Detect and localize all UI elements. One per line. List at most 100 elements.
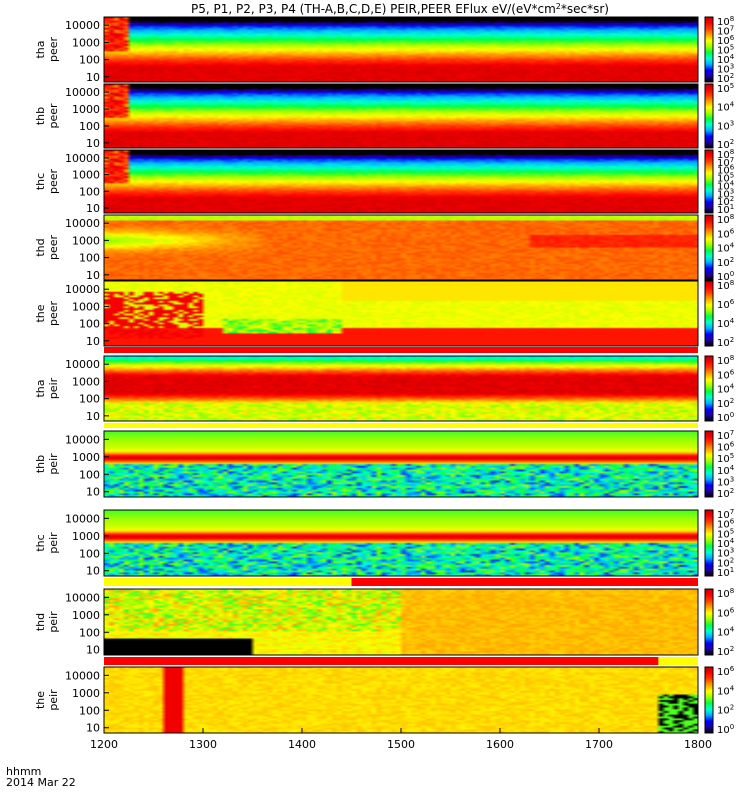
y-tick-label: 10 <box>86 722 100 735</box>
colorbar-tick-label: 102 <box>717 487 734 500</box>
mode-bar-segment <box>104 423 698 428</box>
colorbar-tick-label: 104 <box>717 626 735 639</box>
y-tick-label: 10 <box>86 565 100 578</box>
spectrogram-image <box>104 150 698 213</box>
panel-tha-peer: 10000 1000 100 10 tha peer 1081071061051041031… <box>34 15 735 85</box>
panel-probe-label: thc <box>34 173 47 190</box>
panel-thc-peir: 10000 1000 100 10 thc peir 1071061051041031021… <box>34 508 735 579</box>
colorbar-tick-label: 103 <box>717 63 734 76</box>
y-tick-label: 1000 <box>72 300 100 313</box>
x-tick-label: 1300 <box>189 738 217 751</box>
colorbar-tick-label: 100 <box>717 270 734 283</box>
panel-thb-peer: 10000 1000 100 10 thb peer 105 104 103 102 <box>34 82 735 151</box>
colorbar-tick-label: 106 <box>717 518 735 531</box>
y-tick-label: 100 <box>79 626 100 639</box>
y-tick-label: 100 <box>79 120 100 133</box>
colorbar-tick-label: 106 <box>717 298 735 311</box>
panel-probe-label: tha <box>34 40 47 58</box>
colorbar-tick-label: 104 <box>717 179 735 192</box>
panel-species-label: peer <box>47 301 60 327</box>
mode-bars <box>104 347 698 665</box>
colorbar-tick-label: 108 <box>717 213 734 226</box>
panel-frame <box>103 280 699 347</box>
x-tick-label: 1400 <box>288 738 316 751</box>
y-tick-label: 10000 <box>65 283 100 296</box>
colorbar-tick-label: 102 <box>717 256 734 269</box>
colorbar-tick-label: 102 <box>717 556 734 569</box>
panel-frame <box>103 509 699 577</box>
colorbar-tick-label: 100 <box>717 723 734 736</box>
colorbar-tick-label: 108 <box>717 587 734 600</box>
colorbar <box>704 83 714 149</box>
figure-title: P5, P1, P2, P3, P4 (TH-A,B,C,D,E) PEIR,P… <box>191 2 609 16</box>
y-tick-label: 10 <box>86 202 100 215</box>
colorbar-tick-label: 104 <box>717 464 735 477</box>
colorbar <box>704 280 714 347</box>
colorbar <box>704 588 714 656</box>
colorbar-tick-label: 106 <box>717 606 735 619</box>
y-tick-label: 100 <box>79 704 100 717</box>
colorbar-tick-label: 104 <box>717 242 735 255</box>
y-tick-label: 1000 <box>72 530 100 543</box>
y-tick-label: 10 <box>86 486 100 499</box>
spectrogram-image <box>104 589 698 655</box>
y-tick-label: 10 <box>86 644 100 657</box>
panel-frame <box>103 588 699 656</box>
colorbar-tick-label: 101 <box>717 566 734 579</box>
y-tick-label: 10000 <box>65 433 100 446</box>
y-tick-label: 10000 <box>65 217 100 230</box>
colorbar-tick-label: 106 <box>717 665 735 678</box>
colorbar-tick-label: 102 <box>717 138 734 151</box>
colorbar-tick-label: 103 <box>717 187 734 200</box>
y-tick-label: 100 <box>79 252 100 265</box>
panel-species-label: peir <box>47 453 60 475</box>
y-tick-label: 1000 <box>72 609 100 622</box>
x-tick-label: 1500 <box>387 738 415 751</box>
x-tick-label: 1700 <box>585 738 613 751</box>
colorbar-tick-label: 107 <box>717 429 734 442</box>
panel-species-label: peir <box>47 689 60 711</box>
colorbar <box>704 16 714 83</box>
x-axis-date: 2014 Mar 22 <box>6 776 76 789</box>
panel-probe-label: thd <box>34 613 47 631</box>
colorbar <box>704 355 714 422</box>
y-tick-label: 1000 <box>72 375 100 388</box>
spectrogram-image <box>104 281 698 346</box>
panel-the-peer: 10000 1000 100 10 the peer 108 106 104 102 <box>34 279 735 349</box>
y-tick-label: 1000 <box>72 169 100 182</box>
y-tick-label: 1000 <box>72 687 100 700</box>
x-axis-label: hhmm <box>6 765 41 778</box>
colorbar-tick-label: 105 <box>717 172 734 185</box>
y-tick-label: 10 <box>86 137 100 150</box>
panel-frame <box>103 430 699 498</box>
panel-frame <box>103 149 699 214</box>
mode-bar-segment <box>104 657 659 665</box>
mode-bar-segment <box>658 657 698 665</box>
x-tick-label: 1600 <box>486 738 514 751</box>
colorbar-tick-label: 102 <box>717 645 734 658</box>
y-tick-label: 10000 <box>65 152 100 165</box>
colorbar-tick-label: 100 <box>717 411 734 424</box>
panel-probe-label: the <box>34 691 47 709</box>
colorbar-tick-label: 101 <box>717 203 734 216</box>
spectrogram-image <box>104 510 698 576</box>
y-tick-label: 1000 <box>72 234 100 247</box>
panel-frame <box>103 16 699 83</box>
y-tick-label: 10000 <box>65 591 100 604</box>
colorbar-tick-label: 106 <box>717 368 735 381</box>
y-tick-label: 100 <box>79 547 100 560</box>
y-tick-label: 10 <box>86 71 100 84</box>
colorbar-tick-label: 105 <box>717 82 734 95</box>
colorbar-tick-label: 107 <box>717 156 734 169</box>
colorbar <box>704 214 714 281</box>
y-tick-label: 10000 <box>65 669 100 682</box>
panel-frame <box>103 214 699 281</box>
x-tick-label: 1800 <box>684 738 712 751</box>
colorbar-tick-label: 106 <box>717 441 735 454</box>
y-tick-label: 100 <box>79 54 100 67</box>
colorbar-tick-label: 102 <box>717 704 734 717</box>
mode-bar-segment <box>104 347 698 353</box>
